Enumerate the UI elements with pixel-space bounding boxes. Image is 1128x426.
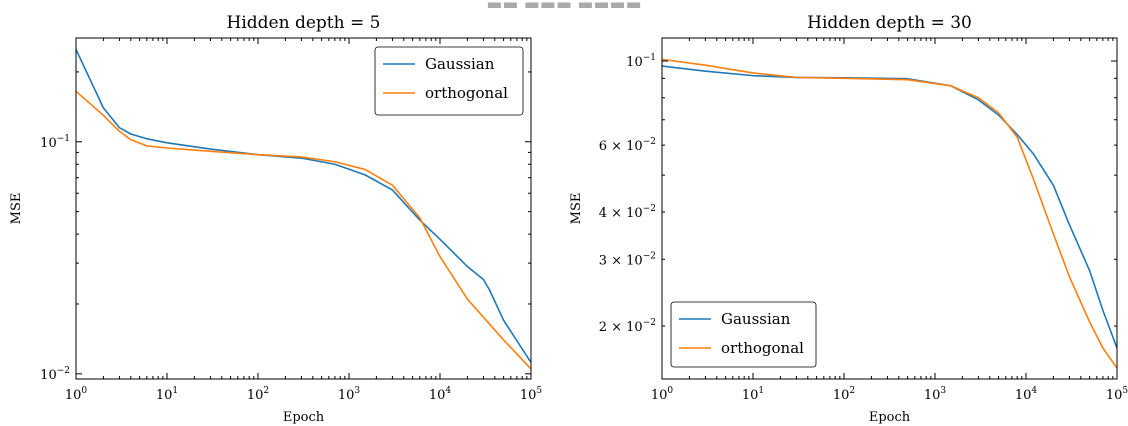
y-tick-label: 10−1 — [626, 53, 656, 70]
x-tick-label: 105 — [1106, 386, 1128, 403]
series-line-orthogonal — [76, 90, 531, 370]
y-tick-label: 6 × 10−2 — [599, 137, 656, 154]
figure-suptitle-fragment: ▬▬ ▬▬▬ ▬▬▬▬ — [486, 0, 641, 15]
x-tick-label: 100 — [651, 386, 674, 403]
x-tick-label: 100 — [65, 386, 88, 403]
legend: Gaussian orthogonal — [374, 46, 524, 116]
y-tick-label: 10−1 — [40, 134, 70, 151]
series-line-gaussian — [76, 49, 531, 363]
legend-label-orthogonal: orthogonal — [721, 339, 804, 357]
chart-title: Hidden depth = 30 — [807, 13, 972, 33]
y-axis-label: MSE — [569, 193, 584, 225]
x-tick-label: 105 — [520, 386, 543, 403]
legend-label-gaussian: Gaussian — [425, 55, 495, 73]
chart-title: Hidden depth = 5 — [227, 13, 381, 33]
series-line-orthogonal — [662, 58, 1117, 369]
series-line-gaussian — [662, 65, 1117, 349]
plot-frame — [75, 37, 532, 380]
x-tick-label: 101 — [156, 386, 178, 403]
x-axis-label: Epoch — [283, 410, 325, 425]
legend-label-orthogonal: orthogonal — [425, 84, 508, 102]
chart-1: Hidden depth = 5 100 101 102 103 104 105 10−1 10… — [9, 13, 542, 425]
chart-2: Hidden depth = 30 100 101 102 103 104 105 10−1 6… — [569, 13, 1128, 425]
plot-frame — [661, 37, 1118, 380]
legend-label-gaussian: Gaussian — [721, 310, 791, 328]
y-tick-label: 4 × 10−2 — [599, 204, 656, 221]
x-tick-label: 103 — [338, 386, 361, 403]
x-tick-label: 102 — [833, 386, 855, 403]
y-tick-label: 2 × 10−2 — [599, 318, 656, 335]
x-tick-label: 103 — [924, 386, 947, 403]
x-tick-label: 104 — [1015, 386, 1038, 403]
y-tick-label: 3 × 10−2 — [599, 251, 656, 268]
x-tick-label: 104 — [429, 386, 452, 403]
x-tick-label: 102 — [247, 386, 269, 403]
legend: Gaussian orthogonal — [670, 301, 817, 368]
y-tick-label: 10−2 — [40, 366, 70, 383]
x-axis-label: Epoch — [869, 410, 911, 425]
x-tick-label: 101 — [742, 386, 764, 403]
y-axis-label: MSE — [9, 193, 24, 225]
